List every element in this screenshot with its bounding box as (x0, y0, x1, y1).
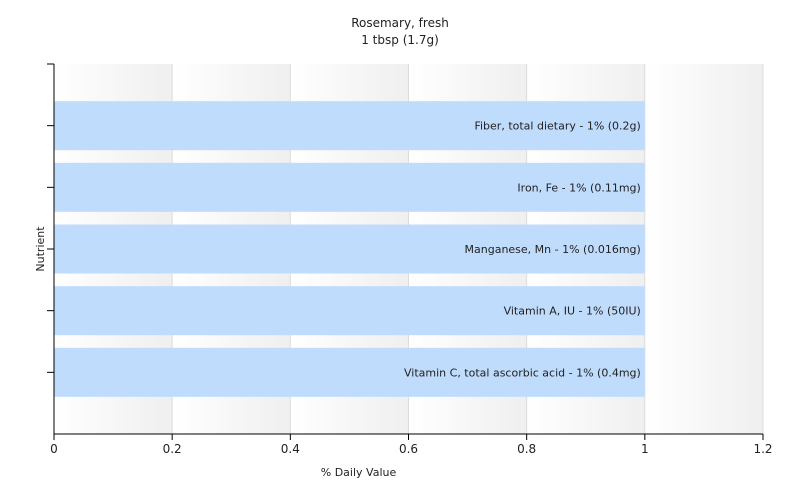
bar (54, 224, 645, 274)
bar-label: Manganese, Mn - 1% (0.016mg) (465, 243, 641, 256)
chart-subtitle: 1 tbsp (1.7g) (361, 33, 439, 47)
x-tick-label: 1 (641, 442, 649, 456)
bar (54, 286, 645, 336)
y-axis-title: Nutrient (34, 226, 47, 272)
bars: Fiber, total dietary - 1% (0.2g) Iron, Fe… (54, 101, 645, 397)
x-tick-label: 1.2 (753, 442, 772, 456)
bar-label: Fiber, total dietary - 1% (0.2g) (474, 120, 640, 133)
y-axis-ticks (47, 63, 54, 373)
bar-label: Vitamin A, IU - 1% (50IU) (504, 305, 641, 318)
bar (54, 101, 645, 151)
x-tick-label: 0.8 (517, 442, 536, 456)
bar (54, 347, 645, 397)
grid-band (644, 64, 763, 434)
x-tick-label: 0.2 (163, 442, 182, 456)
bar-label: Vitamin C, total ascorbic acid - 1% (0.4… (404, 366, 641, 379)
bar-label: Iron, Fe - 1% (0.11mg) (517, 181, 640, 194)
chart-title: Rosemary, fresh (351, 16, 449, 30)
x-axis-ticks: 0 0.2 0.4 0.6 0.8 1 1.2 (50, 434, 773, 456)
x-tick-label: 0 (50, 442, 58, 456)
bar (54, 162, 645, 212)
x-tick-label: 0.4 (281, 442, 300, 456)
x-tick-label: 0.6 (399, 442, 418, 456)
x-axis-title: % Daily Value (321, 466, 397, 479)
